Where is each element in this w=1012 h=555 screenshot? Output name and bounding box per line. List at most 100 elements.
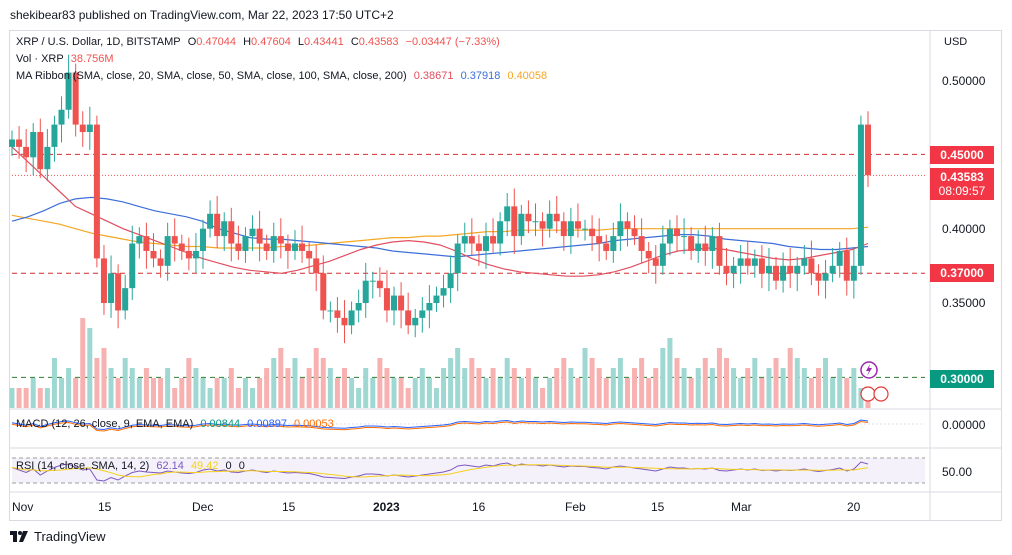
candle-body bbox=[447, 273, 454, 289]
candle-body bbox=[376, 280, 383, 289]
candle-body bbox=[129, 243, 136, 289]
volume-bar bbox=[143, 368, 149, 408]
volume-bar bbox=[257, 378, 263, 408]
volume-bar bbox=[384, 368, 390, 408]
candle-body bbox=[256, 228, 263, 244]
volume-bar bbox=[780, 368, 786, 408]
x-tick-15-nov: 15 bbox=[98, 500, 112, 514]
volume-bar bbox=[801, 368, 807, 408]
ma-value-2: 0.37918 bbox=[460, 70, 501, 82]
volume-bar bbox=[278, 348, 284, 408]
volume-bar bbox=[30, 378, 36, 408]
tradingview-brand[interactable]: TradingView bbox=[10, 529, 106, 544]
candle-body bbox=[518, 213, 525, 237]
volume-bar bbox=[292, 358, 298, 408]
candle-body bbox=[242, 236, 249, 251]
volume-bar bbox=[356, 388, 362, 408]
ma100-line bbox=[11, 214, 869, 249]
volume-bar bbox=[617, 358, 623, 408]
candle-body bbox=[490, 236, 497, 244]
candle-body bbox=[164, 236, 171, 266]
candle-body bbox=[673, 228, 680, 237]
candle-body bbox=[631, 228, 638, 237]
volume-bar bbox=[561, 358, 567, 408]
candle-body bbox=[320, 273, 327, 311]
volume-label: Vol · XRP bbox=[16, 53, 64, 65]
candle-body bbox=[723, 265, 730, 274]
candle-body bbox=[659, 243, 666, 266]
volume-bar bbox=[674, 358, 680, 408]
volume-bar bbox=[575, 378, 581, 408]
candle-body bbox=[454, 243, 461, 274]
candle-body bbox=[44, 146, 51, 170]
volume-bar bbox=[235, 388, 241, 408]
volume-value: 38.756M bbox=[70, 53, 114, 65]
volume-bar bbox=[610, 368, 616, 408]
candle-body bbox=[836, 250, 843, 266]
ma-ribbon-label: MA Ribbon (SMA, close, 20, SMA, close, 5… bbox=[16, 70, 407, 82]
macd-value-3: 0.00053 bbox=[294, 418, 334, 430]
candle-body bbox=[299, 243, 306, 251]
volume-bar bbox=[207, 388, 213, 408]
candle-body bbox=[93, 124, 100, 259]
candle-body bbox=[207, 213, 214, 229]
volume-bar bbox=[695, 368, 701, 408]
volume-bar bbox=[688, 378, 694, 408]
candle-body bbox=[589, 228, 596, 237]
price-tick-040: 0.40000 bbox=[942, 222, 986, 236]
tradingview-brand-text: TradingView bbox=[34, 529, 106, 544]
volume-bar bbox=[448, 358, 454, 408]
currency-label: USD bbox=[944, 36, 968, 48]
candle-body bbox=[461, 236, 468, 244]
candle-body bbox=[122, 288, 129, 311]
candle-body bbox=[249, 228, 256, 237]
chart-frame[interactable] bbox=[9, 30, 1002, 521]
candle-body bbox=[546, 213, 553, 229]
volume-bar bbox=[320, 358, 326, 408]
candle-body bbox=[348, 310, 355, 326]
candle-body bbox=[405, 310, 412, 326]
volume-bar bbox=[504, 358, 510, 408]
candle-body bbox=[51, 124, 58, 147]
price-tag-030: 0.30000 bbox=[930, 370, 994, 388]
volume-bar bbox=[341, 368, 347, 408]
candle-body bbox=[72, 72, 79, 125]
volume-bar bbox=[122, 358, 128, 408]
volume-bar bbox=[349, 378, 355, 408]
volume-bar bbox=[9, 388, 15, 408]
volume-bar bbox=[759, 378, 765, 408]
high-value: 0.47604 bbox=[251, 36, 291, 48]
x-tick-20-mar: 20 bbox=[847, 500, 861, 514]
candle-body bbox=[284, 243, 291, 251]
rsi-sma-line bbox=[11, 464, 869, 478]
volume-bar bbox=[830, 378, 836, 408]
low-label: L bbox=[297, 36, 304, 48]
volume-bar bbox=[193, 368, 199, 408]
candle-body bbox=[553, 213, 560, 222]
candle-body bbox=[157, 258, 164, 266]
volume-bar bbox=[115, 378, 121, 408]
volume-bar bbox=[87, 328, 93, 408]
volume-bar bbox=[787, 348, 793, 408]
volume-bar bbox=[731, 368, 737, 408]
candle-body bbox=[115, 273, 122, 311]
rsi-line bbox=[11, 461, 869, 482]
volume-bar bbox=[37, 388, 43, 408]
open-label: O bbox=[187, 36, 197, 48]
volume-legend: Vol · XRP 38.756M bbox=[16, 53, 118, 65]
volume-bar bbox=[844, 378, 850, 408]
flag-event-icon-2 bbox=[873, 386, 889, 402]
volume-bar bbox=[511, 368, 517, 408]
candle-body bbox=[327, 310, 334, 312]
volume-bar bbox=[518, 378, 524, 408]
candle-body bbox=[688, 236, 695, 251]
volume-bar bbox=[250, 388, 256, 408]
candle-body bbox=[773, 265, 780, 281]
lightning-bolt-icon bbox=[866, 364, 872, 376]
volume-bar bbox=[455, 348, 461, 408]
candle-body bbox=[808, 258, 815, 274]
rsi-value-4: 0 bbox=[238, 460, 245, 472]
price-tick-050: 0.50000 bbox=[942, 74, 986, 88]
volume-bar bbox=[433, 388, 439, 408]
